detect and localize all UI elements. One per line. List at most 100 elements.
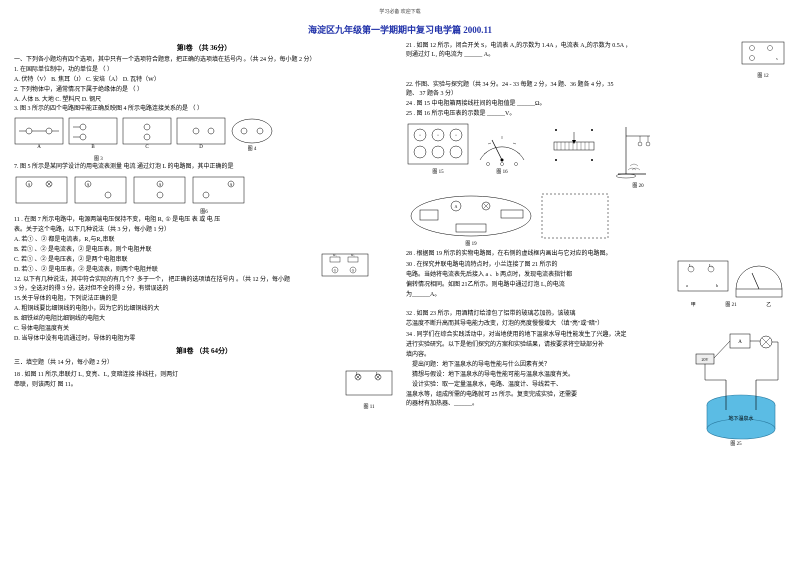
svg-text:0: 0 [455, 134, 457, 137]
section1-intro: 一、下列各小题均有四个选项，其中只有一个选项符合题意，把正确的选项填在括号内 。… [14, 56, 394, 64]
fig3-caption: 图 3 [94, 155, 394, 162]
q30: 30 . 在探究并联电路电流特点时，小兰连接了图 21 所示的 [406, 261, 672, 269]
q21: 21 . 如图 12 所示，闭合开关 S，电流表 A₁的示数为 1.4A ，电流… [406, 42, 736, 50]
circuit-diagram-b: B [68, 117, 118, 152]
q34b: 进行实验研究。以下是他们探究的方案和实验结果，请按要求将空缺部分补 [406, 341, 680, 349]
q11b: 表。关于这个电路，以下几种说法（共 3 分，每小题 1 分） [14, 226, 394, 234]
fig25-water-label: 地下温泉水 [728, 415, 753, 422]
fig21: L₁ L₂ ab 甲 图 21 乙 [676, 259, 786, 308]
fig16-voltmeter: 图 16 [474, 122, 530, 189]
fig11-caption: 图 11 [344, 403, 394, 410]
q18: 18 . 如图 11 所示,串联灯 L₁ 变亮、L₂ 变暗连接 排线柱，则两灯 [14, 371, 338, 379]
left-column: 第Ⅰ卷 （共 36分） 一、下列各小题均有四个选项，其中只有一个选项符合题意，把… [14, 40, 394, 447]
q24: 24 . 图 15 中电阻箱两接线柱间的电阻值是 ______Ω。 [406, 100, 786, 108]
q30d: 为______A。 [406, 291, 672, 299]
fig6-caption: 图6 [14, 208, 394, 215]
q34d: 提出问题：地下温泉水的导电性能与什么因素有关？ [406, 361, 680, 369]
q15b: B. 细铁丝的电阻比细铜线的电阻大 [14, 315, 394, 323]
fig19-row: A 图 19 [406, 192, 786, 247]
fig4-caption: 图 4 [230, 145, 274, 152]
fig20-caption: 图 20 [616, 182, 660, 189]
q34h: 的器材有加热器、______。 [406, 400, 680, 408]
fig11: L₁L₂ 图 11 [344, 369, 394, 410]
fig21-yi: 乙 [766, 301, 771, 308]
svg-text:①: ① [334, 269, 337, 273]
q15d: D. 当导体中没有电流通过时，导体的电阻为零 [14, 335, 394, 343]
q22b: 题、 37 题各 3 分） [406, 90, 786, 98]
svg-text:R₁: R₁ [333, 253, 337, 257]
q1-opts: A. 伏特（V） B. 焦耳（J） C. 安培（A） D. 瓦特（W） [14, 76, 394, 84]
q2-opts: A. 人体 B. 大地 C. 塑料尺 D. 钢尺 [14, 96, 394, 104]
fig25: A 20V 地下温泉水 图 25 [686, 330, 786, 447]
q15c: C. 导体电阻温度有关 [14, 325, 394, 333]
q3: 3. 图 3 所示的四个电路图中能正确反映图 4 所示电路连接关系的是 （ ） [14, 105, 394, 113]
svg-text:b: b [716, 283, 718, 288]
q12-sub: 3 分，全选对的得 3 分，选对但不全的得 2 分，有错误选的 [14, 285, 394, 293]
q21b: 则通过灯 L₁ 的电流为 ______ A。 [406, 51, 736, 59]
svg-text:L₂: L₂ [709, 263, 713, 268]
right-column: 21 . 如图 12 所示，闭合开关 S，电流表 A₁的示数为 1.4A ，电流… [406, 40, 786, 447]
svg-text:A: A [87, 182, 90, 187]
q15a: A. 粗铜线要比细铜线的电阻小，因为它的比细铜线的大 [14, 305, 394, 313]
fig16-caption: 图 16 [474, 168, 530, 175]
fig12-caption: 图 12 [740, 72, 786, 79]
circuit-diagram-c: C [122, 117, 172, 152]
fig-label-a: A [14, 145, 64, 150]
fig20-stand: 图 20 [616, 122, 660, 189]
fig15-resistance-box: 0 0 0 图 15 [406, 122, 470, 189]
circuit-6a: A [14, 175, 69, 205]
fig21-jia: 甲 [691, 301, 696, 308]
fig-label-c: C [122, 145, 172, 150]
fig-label-d: D [176, 145, 226, 150]
q28: 28 . 根据图 19 所示的实物电路图，在右侧的虚线框内画出与它对应的电路图。 [406, 250, 786, 258]
main-title: 海淀区九年级第一学期期中复习电学篇 2000.11 [14, 23, 786, 36]
section2-title: 第Ⅱ卷 （共 64分） [14, 346, 394, 356]
q32b: 芯温度不断升高而其导电能力改变，灯泡的亮度慢慢增大 （填"亮"或"暗"） [406, 320, 786, 328]
q34e: 猜想与假设：地下温泉水的导电性能可能与温泉水温度有关。 [406, 371, 680, 379]
svg-text:A: A [455, 204, 458, 209]
fig15-caption: 图 15 [406, 168, 470, 175]
q34c: 填内容。 [406, 351, 680, 359]
q34f: 设计实验：取一定量温泉水，电路、温度计、导线若干、 [406, 381, 680, 389]
svg-text:A: A [738, 340, 742, 345]
dashed-box [540, 192, 610, 247]
fig3-row: A B C D 图 4 [14, 117, 394, 152]
fig19-caption: 图 19 [406, 240, 536, 247]
svg-text:A: A [159, 182, 162, 187]
fig4-box: 图 4 [230, 117, 274, 152]
fill-intro: 三．填空题（共 14 分，每小题 2 分） [14, 359, 394, 367]
svg-text:0: 0 [437, 134, 439, 137]
q25: 25 . 图 16 所示电压表的示数是 ______V。 [406, 110, 786, 118]
q18b: 串联，则该两灯 图 11。 [14, 381, 338, 389]
fig15-16-row: 0 0 0 图 15 图 16 图 20 [406, 122, 786, 189]
q34g: 温泉水等，组成所需的电路就可 25 所示。复变完成实验，还需要 [406, 391, 680, 399]
q11a-opt: A. 若① 、② 都是电流表，R₁与R₂串联 [14, 236, 394, 244]
q22: 22. 作图、实验与探究题（共 34 分。24 - 33 每题 2 分，34 题… [406, 81, 786, 89]
svg-text:A: A [28, 182, 31, 187]
fig6-row: A A A A [14, 175, 394, 205]
q32: 32 . 如图 23 所示，用酒精灯给漆包了铝带的玻璃芯加热，该玻璃 [406, 310, 786, 318]
circuit-6d: A [191, 175, 246, 205]
q11: 11 . 在图 7 所示电路中，电源两端电压保持不变，电阻 R₁ ① 是电压 表… [14, 216, 394, 224]
svg-text:0: 0 [419, 134, 421, 137]
svg-text:R₂: R₂ [351, 253, 355, 257]
fig7-circuit: R₁ R₂ ① ② [320, 252, 370, 286]
circuit-diagram-d: D [176, 117, 226, 152]
q30c: 偏转情况相同。如图 21乙所示。则电路中通过灯泡 L₁的电流 [406, 281, 672, 289]
circuit-diagram-a: A [14, 117, 64, 152]
q15: 15.关于导体的电阻，下列说法正确的是 [14, 295, 394, 303]
q34: 34 . 同学们在综合实践活动中，对当地使用的地下温泉水导电性能发生了兴趣，决定 [406, 331, 680, 339]
circuit-6c: A [132, 175, 187, 205]
circuit-6b: A [73, 175, 128, 205]
fig-label-b: B [68, 145, 118, 150]
q7: 7. 图 5 所示是某同学设计的用电流表测量 电流 通过灯泡 L 的电路图，其中… [14, 163, 394, 171]
q30b: 电路。当她将电流表先后接入 a 、b 两点时，发现电流表指针都 [406, 271, 672, 279]
fig21-cap: 图 21 [725, 301, 736, 308]
svg-text:A: A [230, 182, 233, 187]
svg-text:L₁: L₁ [689, 263, 693, 268]
fig19-physical-circuit: A 图 19 [406, 192, 536, 247]
fig-rheostat [544, 122, 604, 189]
q2: 2. 下列物体中，通常情况下属于绝缘体的是 （ ） [14, 86, 394, 94]
section1-title: 第Ⅰ卷 （共 36分） [14, 43, 394, 53]
q1: 1. 在国际单位制中，功的单位是 （ ） [14, 66, 394, 74]
